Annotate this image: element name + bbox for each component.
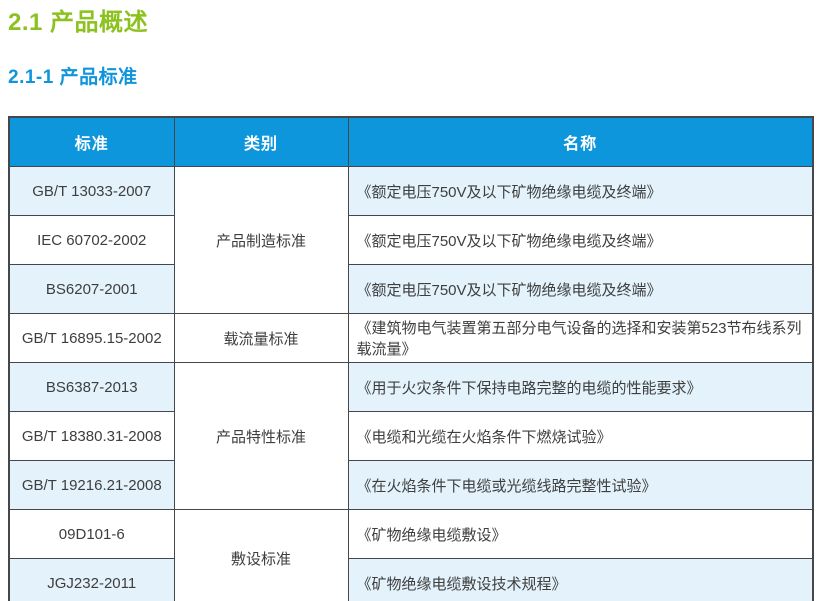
name-cell: 《额定电压750V及以下矿物绝缘电缆及终端》 <box>347 215 814 265</box>
table-header-row: 标准 类别 名称 <box>8 116 814 167</box>
name-cell: 《在火焰条件下电缆或光缆线路完整性试验》 <box>347 460 814 510</box>
name-cell: 《用于火灾条件下保持电路完整的电缆的性能要求》 <box>347 362 814 412</box>
standard-cell: BS6387-2013 <box>8 362 175 412</box>
table-row: 09D101-6 敷设标准 《矿物绝缘电缆敷设》 <box>8 509 814 601</box>
standard-cell: 09D101-6 <box>8 509 175 559</box>
standard-cell: GB/T 16895.15-2002 <box>8 313 175 363</box>
category-cell: 产品特性标准 <box>173 362 349 510</box>
product-standards-table: 标准 类别 名称 GB/T 13033-2007 产品制造标准 《额定电压750… <box>8 116 814 601</box>
col-header-category: 类别 <box>173 116 349 167</box>
table-row: GB/T 18380.31-2008 《电缆和光缆在火焰条件下燃烧试验》 <box>8 411 814 461</box>
table-row: GB/T 16895.15-2002 载流量标准 《建筑物电气装置第五部分电气设… <box>8 313 814 363</box>
standard-cell: IEC 60702-2002 <box>8 215 175 265</box>
table-row: IEC 60702-2002 《额定电压750V及以下矿物绝缘电缆及终端》 <box>8 215 814 265</box>
category-cell: 敷设标准 <box>173 509 349 601</box>
subsection-title: 2.1-1 产品标准 <box>8 67 138 88</box>
standard-cell: JGJ232-2011 <box>8 558 175 601</box>
standard-cell: GB/T 18380.31-2008 <box>8 411 175 461</box>
col-header-standard: 标准 <box>8 116 175 167</box>
name-cell: 《额定电压750V及以下矿物绝缘电缆及终端》 <box>347 264 814 314</box>
table-row: GB/T 13033-2007 产品制造标准 《额定电压750V及以下矿物绝缘电… <box>8 166 814 314</box>
table-row: GB/T 19216.21-2008 《在火焰条件下电缆或光缆线路完整性试验》 <box>8 460 814 510</box>
standard-cell: BS6207-2001 <box>8 264 175 314</box>
name-cell: 《矿物绝缘电缆敷设》 <box>347 509 814 559</box>
section-title: 2.1 产品概述 <box>8 9 149 36</box>
standard-cell: GB/T 19216.21-2008 <box>8 460 175 510</box>
category-cell: 载流量标准 <box>173 313 349 363</box>
col-header-name: 名称 <box>347 116 814 167</box>
name-cell: 《电缆和光缆在火焰条件下燃烧试验》 <box>347 411 814 461</box>
category-cell: 产品制造标准 <box>173 166 349 314</box>
table-row: JGJ232-2011 《矿物绝缘电缆敷设技术规程》 <box>8 558 814 601</box>
name-cell: 《额定电压750V及以下矿物绝缘电缆及终端》 <box>347 166 814 216</box>
name-cell: 《矿物绝缘电缆敷设技术规程》 <box>347 558 814 601</box>
standard-cell: GB/T 13033-2007 <box>8 166 175 216</box>
table-row: BS6387-2013 产品特性标准 《用于火灾条件下保持电路完整的电缆的性能要… <box>8 362 814 510</box>
table-row: BS6207-2001 《额定电压750V及以下矿物绝缘电缆及终端》 <box>8 264 814 314</box>
name-cell: 《建筑物电气装置第五部分电气设备的选择和安装第523节布线系列载流量》 <box>347 313 814 363</box>
